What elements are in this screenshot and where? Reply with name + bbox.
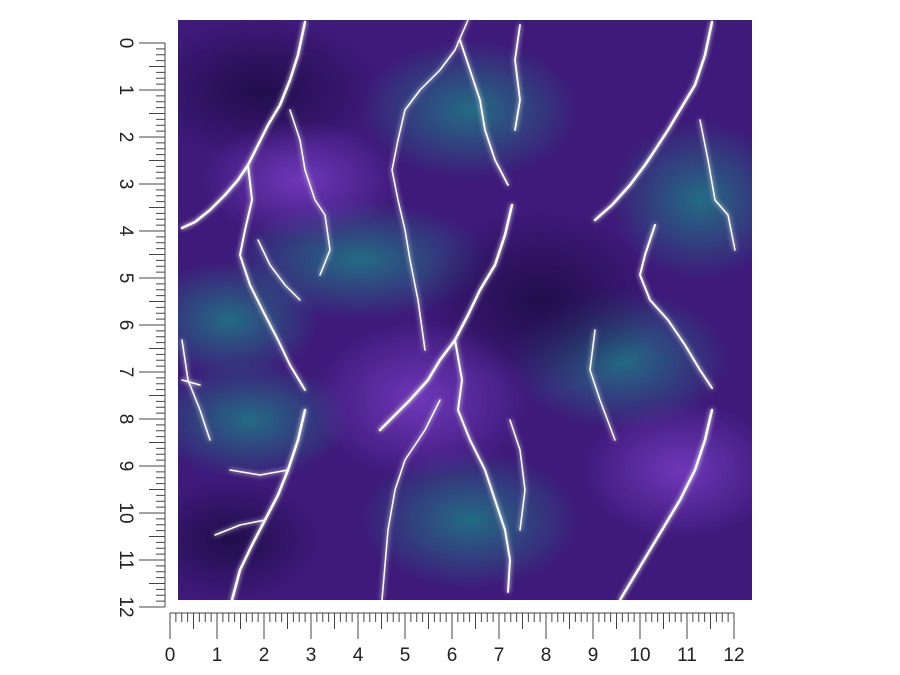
ruler-label: 9 [588, 645, 599, 666]
ruler-label: 3 [115, 179, 136, 190]
ruler-label: 7 [494, 645, 505, 666]
ruler-label: 9 [115, 461, 136, 472]
ruler-label: 8 [115, 414, 136, 425]
ruler-label: 12 [115, 596, 136, 617]
ruler-label: 11 [677, 645, 697, 666]
ruler-label: 0 [165, 645, 176, 666]
ruler-label: 3 [306, 645, 317, 666]
ruler-label: 10 [629, 645, 650, 666]
ruler-label: 2 [259, 645, 270, 666]
ruler-label: 10 [115, 502, 136, 523]
ruler-label: 4 [115, 226, 136, 237]
ruler-label: 1 [212, 645, 223, 666]
ruler-label: 0 [115, 38, 136, 49]
ruler-label: 8 [541, 645, 552, 666]
ruler-label: 4 [353, 645, 364, 666]
ruler-label: 5 [400, 645, 411, 666]
ruler-label: 6 [115, 320, 136, 331]
pattern-swatch [178, 20, 752, 600]
ruler-label: 12 [723, 645, 744, 666]
horizontal-ruler: 0 1 2 3 4 5 6 7 8 9 10 11 12 [165, 612, 745, 666]
ruler-label: 11 [115, 550, 136, 570]
ruler-label: 7 [115, 367, 136, 378]
ruler-label: 2 [115, 132, 136, 143]
ruler-label: 1 [115, 85, 136, 96]
ruler-label: 5 [115, 273, 136, 284]
ruler-label: 6 [447, 645, 458, 666]
